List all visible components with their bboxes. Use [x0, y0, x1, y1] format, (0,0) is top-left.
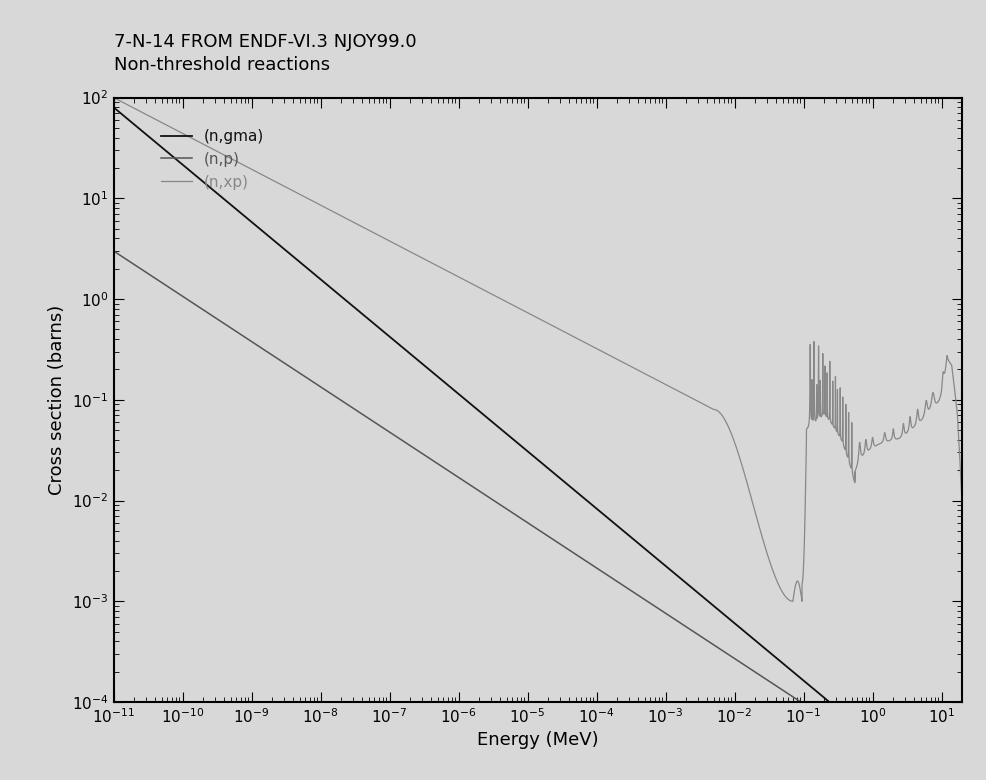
Y-axis label: Cross section (barns): Cross section (barns) — [48, 305, 66, 495]
(n,p) — [855, 737, 867, 746]
(n,p) — [351, 406, 363, 416]
(n,gma) — [464, 399, 476, 409]
(n,p) — [403, 441, 415, 450]
(n,xp) — [342, 215, 354, 225]
Text: 7-N-14 FROM ENDF-VI.3 NJOY99.0: 7-N-14 FROM ENDF-VI.3 NJOY99.0 — [113, 33, 416, 51]
(n,xp) — [107, 93, 119, 102]
(n,xp) — [786, 597, 798, 606]
(n,xp) — [931, 398, 943, 407]
(n,xp) — [928, 394, 940, 403]
(n,p) — [107, 246, 119, 256]
(n,gma) — [469, 403, 481, 413]
(n,xp) — [841, 450, 853, 459]
(n,xp) — [955, 505, 967, 514]
Line: (n,xp): (n,xp) — [113, 98, 961, 601]
Legend: (n,gma), (n,p), (n,xp): (n,gma), (n,p), (n,xp) — [155, 123, 270, 196]
(n,gma) — [724, 615, 736, 624]
(n,p) — [651, 603, 663, 612]
(n,gma) — [514, 441, 526, 450]
(n,p) — [647, 601, 659, 610]
(n,p) — [578, 555, 590, 565]
(n,gma) — [841, 713, 853, 722]
(n,xp) — [829, 425, 841, 434]
(n,gma) — [859, 728, 871, 737]
Line: (n,p): (n,p) — [113, 251, 861, 742]
(n,xp) — [814, 412, 826, 421]
(n,gma) — [555, 474, 567, 484]
X-axis label: Energy (MeV): Energy (MeV) — [476, 731, 599, 749]
Line: (n,gma): (n,gma) — [113, 108, 865, 732]
Text: Non-threshold reactions: Non-threshold reactions — [113, 56, 329, 74]
(n,gma) — [107, 103, 119, 112]
(n,p) — [197, 305, 209, 314]
